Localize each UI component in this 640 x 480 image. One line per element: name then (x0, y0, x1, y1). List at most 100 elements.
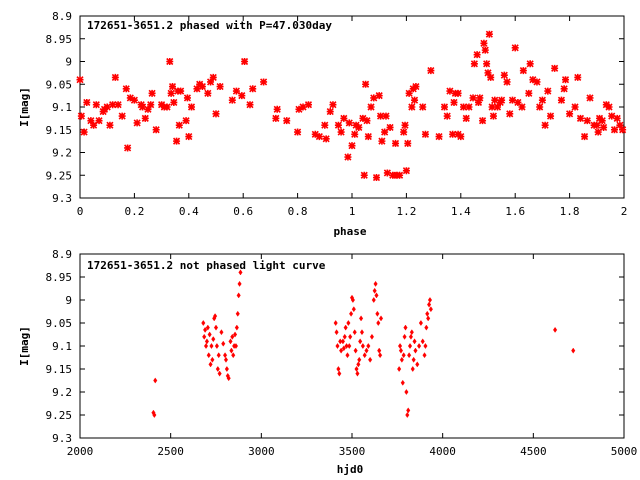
data-point (238, 269, 243, 276)
data-point (454, 89, 462, 97)
data-point (213, 313, 218, 320)
data-point (476, 94, 484, 102)
data-point (203, 343, 209, 349)
x-tick-label: 2000 (67, 445, 94, 458)
data-point (345, 119, 353, 127)
y-tick-label: 9.15 (46, 363, 73, 376)
data-point (366, 343, 371, 349)
data-point (203, 326, 208, 333)
data-point (138, 103, 147, 111)
data-point (419, 103, 427, 111)
data-point (209, 343, 214, 349)
data-point (114, 101, 122, 109)
data-point (415, 361, 420, 368)
data-point (206, 78, 215, 86)
data-point (378, 315, 384, 322)
data-point (407, 343, 413, 349)
data-point (246, 101, 254, 109)
data-point (412, 338, 417, 345)
y-tick-label: 9.1 (52, 340, 72, 353)
y-tick-label: 9.25 (46, 409, 73, 422)
data-point (399, 356, 404, 363)
data-point (80, 128, 88, 136)
data-point (382, 112, 390, 120)
data-point (508, 96, 517, 104)
y-tick-label: 9.2 (52, 147, 72, 160)
data-point (231, 352, 236, 359)
data-point (574, 73, 582, 81)
data-point (356, 361, 361, 368)
y-tick-label: 8.9 (52, 10, 72, 23)
data-points (76, 30, 627, 182)
tick-marks: 0 0.2 0.4 0.6 0.8 1 1.2 1.4 1.6 1.8 2 8.9 8.95 9 9.05 9… (46, 10, 628, 218)
data-point (583, 117, 591, 125)
data-point (408, 333, 413, 340)
data-point (518, 103, 526, 111)
data-point (223, 352, 228, 359)
data-point (341, 345, 346, 352)
data-point (571, 347, 576, 354)
data-point (426, 315, 431, 322)
data-point (386, 123, 394, 132)
data-point (391, 139, 400, 147)
data-point (410, 96, 419, 104)
data-point (400, 128, 408, 136)
data-point (347, 343, 352, 349)
data-point (215, 366, 220, 372)
y-tick-label: 9.05 (46, 317, 73, 330)
data-point (483, 60, 491, 68)
data-point (418, 320, 423, 326)
data-point (536, 103, 544, 111)
data-point (383, 169, 391, 177)
data-point (349, 310, 354, 317)
data-point (440, 103, 449, 111)
data-point (76, 76, 84, 84)
data-point (598, 117, 606, 125)
data-point (462, 114, 470, 122)
data-point (571, 103, 579, 111)
data-point (87, 117, 95, 125)
data-point (202, 333, 207, 340)
data-point (424, 324, 429, 331)
x-axis-label: phase (333, 225, 366, 238)
data-point (299, 103, 307, 111)
x-tick-label: 0.8 (288, 205, 308, 218)
data-point (519, 67, 527, 75)
data-point (350, 297, 355, 303)
data-point (359, 315, 364, 322)
data-point (133, 119, 141, 127)
y-tick-label: 9.05 (46, 78, 73, 91)
data-point (272, 114, 280, 122)
data-point (213, 324, 219, 331)
data-point (469, 94, 477, 102)
data-point (411, 356, 416, 363)
data-point (228, 96, 236, 104)
data-point (427, 301, 432, 308)
x-tick-label: 4000 (429, 445, 456, 458)
data-point (398, 347, 404, 354)
y-tick-label: 8.95 (46, 271, 73, 284)
data-point (594, 128, 602, 136)
data-point (529, 76, 537, 84)
y-tick-label: 8.9 (52, 248, 72, 261)
data-point (152, 412, 157, 418)
data-point (450, 98, 458, 107)
data-point (273, 105, 281, 113)
data-point (224, 366, 229, 372)
data-point (446, 87, 454, 95)
data-point (616, 121, 624, 129)
data-point (334, 121, 342, 129)
data-point (344, 343, 349, 349)
data-point (544, 87, 552, 95)
data-point (198, 82, 206, 91)
x-tick-label: 2 (621, 205, 628, 218)
data-point (408, 103, 416, 111)
plot-frame (79, 253, 625, 439)
data-point (405, 412, 410, 418)
chart-title: 172651-3651.2 phased with P=47.030day (87, 19, 332, 32)
data-point (407, 352, 412, 359)
data-point (421, 130, 430, 138)
data-point (375, 310, 380, 317)
data-point (381, 128, 389, 136)
